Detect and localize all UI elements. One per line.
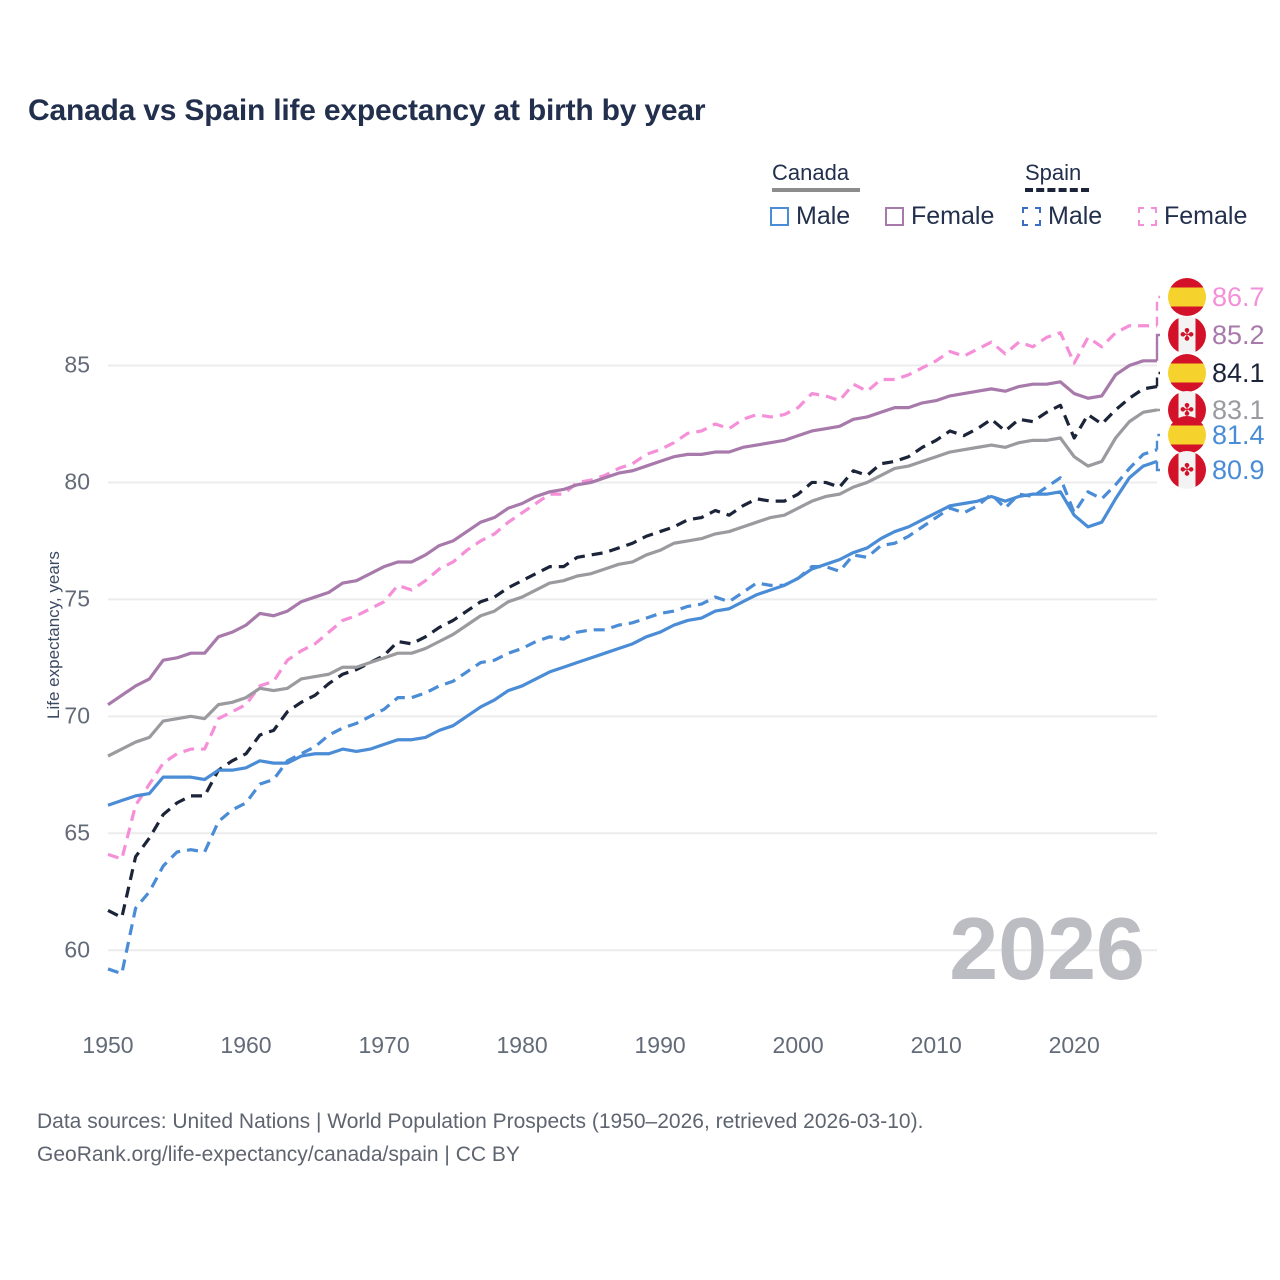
canada-flag-icon: ✤ (1168, 316, 1206, 354)
maple-leaf-icon: ✤ (1179, 325, 1195, 345)
legend-swatch-spain-female-icon (1138, 207, 1157, 226)
end-label-spain-both-sexes: 84.1 (1168, 354, 1265, 392)
series-lines (107, 324, 1158, 976)
x-tick-label: 2020 (1048, 1032, 1100, 1058)
end-value-text: 80.9 (1212, 454, 1265, 485)
end-value-text: 85.2 (1212, 319, 1265, 350)
legend-group-canada-rule (772, 188, 860, 192)
legend-swatch-canada-male-icon (770, 207, 789, 226)
end-value-text: 83.1 (1212, 394, 1265, 425)
series-line-canada-both-sexes (107, 408, 1158, 758)
y-tick-label: 75 (64, 585, 90, 612)
end-label-spain-male: 81.4 (1168, 416, 1265, 454)
legend-group-spain-rule (1025, 188, 1089, 192)
x-tick-label: 1990 (634, 1032, 686, 1058)
gridlines (108, 364, 1157, 952)
series-line-spain-female (107, 324, 1157, 861)
end-value-text: 81.4 (1212, 419, 1265, 450)
spain-flag-icon (1168, 278, 1206, 316)
legend-label-spain-female: Female (1164, 202, 1248, 230)
footer-attribution[interactable]: GeoRank.org/life-expectancy/canada/spain… (37, 1142, 520, 1166)
y-tick-label: 70 (64, 702, 90, 729)
y-tick-label: 80 (64, 468, 90, 495)
maple-leaf-icon: ✤ (1179, 400, 1195, 420)
spain-flag-icon (1168, 354, 1206, 392)
legend-swatch-canada-female-icon (885, 207, 904, 226)
series-line-spain-male (107, 448, 1158, 976)
x-tick-label: 2010 (910, 1032, 962, 1058)
maple-leaf-icon: ✤ (1179, 460, 1195, 480)
end-value-text: 86.7 (1212, 281, 1265, 312)
x-tick-label: 1950 (82, 1032, 134, 1058)
legend-group-canada-label: Canada (772, 160, 850, 185)
end-connector (1155, 295, 1160, 326)
y-tick-label: 60 (64, 936, 90, 963)
end-connector (1155, 461, 1160, 472)
spain-flag-icon (1168, 416, 1206, 454)
legend-item-canada-male[interactable]: Male (770, 204, 850, 229)
end-connector (1155, 371, 1160, 387)
x-tick-label: 1980 (496, 1032, 548, 1058)
y-tick-label: 85 (64, 351, 90, 378)
legend-item-canada-female[interactable]: Female (885, 204, 994, 229)
x-tick-label: 1960 (220, 1032, 272, 1058)
end-value-text: 84.1 (1212, 357, 1265, 388)
legend-group-spain-label: Spain (1025, 160, 1082, 185)
footer: Data sources: United Nations | World Pop… (37, 1106, 923, 1171)
y-tick-label: 65 (64, 819, 90, 846)
series-line-canada-male (107, 459, 1158, 807)
legend-label-canada-male: Male (796, 202, 851, 230)
legend-item-spain-female[interactable]: Female (1138, 204, 1247, 229)
series-line-spain-both-sexes (107, 384, 1158, 920)
x-tick-label: 1970 (358, 1032, 410, 1058)
canada-flag-icon: ✤ (1168, 451, 1206, 489)
end-label-canada-female: ✤ 85.2 (1168, 316, 1265, 354)
end-label-connectors (1155, 295, 1160, 472)
end-connector (1155, 433, 1160, 450)
legend-swatch-spain-male-icon (1022, 207, 1041, 226)
series-line-canada-female (107, 359, 1157, 706)
legend-label-spain-male: Male (1048, 202, 1103, 230)
footer-data-sources: Data sources: United Nations | World Pop… (37, 1110, 924, 1133)
end-connector (1155, 333, 1160, 361)
x-tick-label: 2000 (772, 1032, 824, 1058)
year-watermark: 2026 (949, 899, 1145, 998)
end-label-spain-female: 86.7 (1168, 278, 1265, 316)
legend-label-canada-female: Female (911, 202, 995, 230)
end-label-canada-male: ✤ 80.9 (1168, 451, 1265, 489)
chart-legend: Canada Spain Male Female Male Female (760, 160, 1260, 240)
legend-item-spain-male[interactable]: Male (1022, 204, 1102, 229)
page-title: Canada vs Spain life expectancy at birth… (28, 94, 706, 127)
